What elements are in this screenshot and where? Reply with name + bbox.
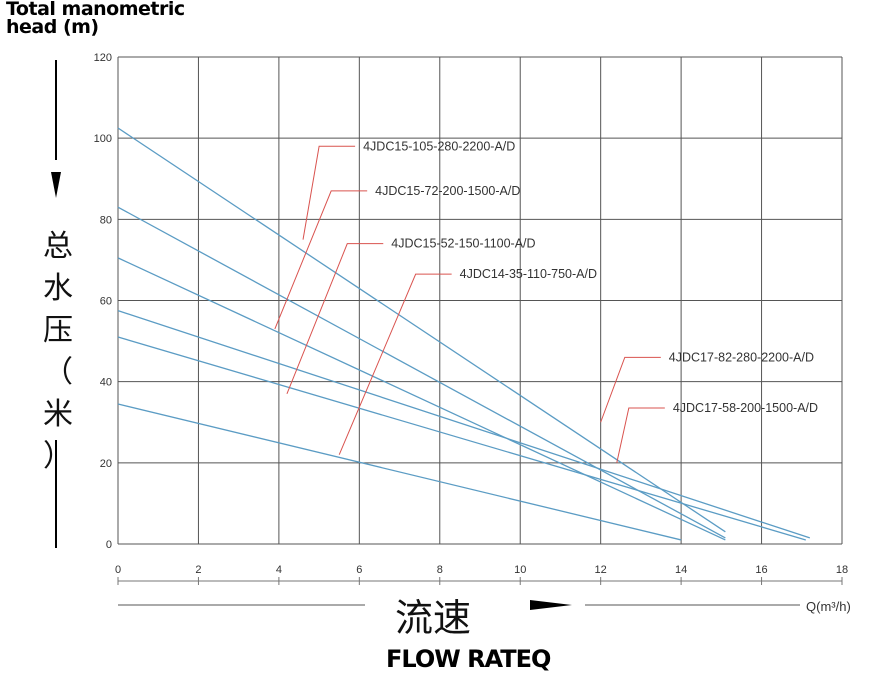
y-axis-heading: Total manometric head (m) (6, 0, 185, 38)
x-tick-label: 8 (437, 564, 443, 576)
chart-grid (117, 56, 843, 545)
series-leader-line (616, 407, 665, 463)
y-axis-title-char: 总 (43, 229, 73, 264)
y-tick-labels: 0 20 40 60 80 100 120 (94, 52, 112, 551)
y-tick-label: 60 (100, 296, 112, 308)
y-axis-heading-line2: head (m) (6, 16, 99, 38)
y-tick-label: 0 (106, 539, 112, 551)
x-tick-label: 12 (595, 564, 607, 576)
y-tick-label: 120 (94, 52, 112, 64)
y-axis-heading-line1: Total manometric (6, 0, 185, 20)
y-axis-title-char: 压 (43, 313, 73, 348)
y-axis-title-cn: 总 水 压 （ 米 ） (38, 226, 78, 478)
y-axis-title-char: （ (43, 355, 73, 390)
series-label: 4JDC15-105-280-2200-A/D (363, 139, 515, 153)
series-leader-line (600, 356, 661, 423)
x-tick-label: 0 (115, 564, 121, 576)
y-tick-label: 80 (100, 214, 112, 226)
x-axis-title-en: FLOW RATEQ (386, 645, 551, 673)
y-tick-label: 100 (94, 133, 112, 145)
series-leader-line (286, 243, 384, 395)
x-tick-label: 4 (276, 564, 282, 576)
series-leader-line (338, 273, 452, 455)
series-label: 4JDC15-72-200-1500-A/D (375, 184, 520, 198)
series-label: 4JDC15-52-150-1100-A/D (391, 237, 535, 251)
y-tick-label: 20 (100, 458, 112, 470)
x-axis-title-cn: 流速 (395, 596, 472, 640)
series-line (117, 310, 811, 539)
series-leader-line (274, 190, 368, 330)
x-tick-label: 14 (675, 564, 687, 576)
y-axis-title-char: 水 (43, 271, 73, 306)
series-label: 4JDC17-58-200-1500-A/D (673, 401, 818, 415)
series-leader-line (302, 145, 356, 240)
y-axis-arrow (51, 60, 61, 548)
series-line (117, 336, 806, 541)
series-line (117, 127, 726, 533)
series-line (117, 257, 726, 541)
y-tick-label: 40 (100, 377, 112, 389)
series-label: 4JDC14-35-110-750-A/D (460, 267, 597, 281)
series-label: 4JDC17-82-280-2200-A/D (669, 350, 814, 364)
x-flow-arrow (118, 600, 800, 610)
y-axis-title-char: ） (43, 439, 73, 474)
x-tick-label: 18 (836, 564, 848, 576)
x-tick-label: 10 (514, 564, 526, 576)
x-axis: 0 2 4 6 8 10 12 14 16 18 (115, 564, 848, 585)
series-curves (117, 127, 811, 541)
series-leaders (274, 145, 665, 463)
y-axis-title-char: 米 (43, 397, 73, 432)
x-tick-label: 16 (755, 564, 767, 576)
series-labels: 4JDC15-105-280-2200-A/D 4JDC15-72-200-150… (363, 139, 818, 415)
series-line (117, 403, 682, 541)
series-line (117, 206, 726, 539)
x-tick-label: 2 (195, 564, 201, 576)
x-axis-unit: Q(m³/h) (806, 599, 851, 614)
x-tick-label: 6 (356, 564, 362, 576)
